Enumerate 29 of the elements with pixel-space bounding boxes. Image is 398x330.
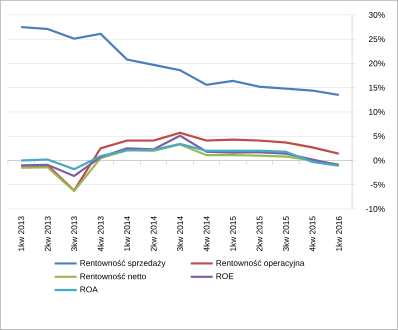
line-series [20, 26, 340, 96]
x-tick-label: 4kw 2014 [203, 216, 210, 252]
x-tick-label: 4kw 2013 [98, 216, 104, 252]
legend-label: ROA [80, 286, 98, 292]
x-tick-label: 2kw 2014 [150, 216, 157, 252]
y-tick-label: 20% [368, 60, 385, 66]
x-tick-label: 1kw 2014 [124, 216, 130, 251]
y-tick-label: 0% [373, 158, 385, 164]
legend-label: Rentowność operacyjna [216, 260, 304, 268]
y-tick-label: 10% [369, 109, 385, 115]
x-tick-label: 1kw 2015 [230, 216, 236, 251]
y-tick-label: 15% [369, 84, 385, 91]
x-tick-label: 3kw 2013 [71, 216, 78, 252]
legend-label: Rentowność sprzedaży [80, 260, 166, 268]
y-tick-label: 25% [368, 36, 385, 42]
x-tick-label: 2kw 2015 [256, 216, 262, 252]
legend-label: Rentowność netto [80, 273, 146, 280]
x-tick-label: 2kw 2013 [44, 216, 51, 252]
y-tick-label: -10% [366, 206, 385, 212]
x-tick-label: 4kw 2015 [309, 216, 316, 252]
y-tick-label: 5% [373, 133, 385, 140]
x-tick-label: 3kw 2014 [176, 216, 184, 252]
y-tick-label: 30% [368, 12, 385, 18]
x-tick-label: 3kw 2015 [282, 216, 289, 252]
legend-label: ROE [216, 273, 234, 280]
x-tick-label: 1kw 2013 [18, 216, 24, 251]
line-series [20, 143, 340, 192]
x-tick-label: 1kw 2016 [336, 216, 342, 251]
y-tick-label: -5% [370, 182, 385, 188]
